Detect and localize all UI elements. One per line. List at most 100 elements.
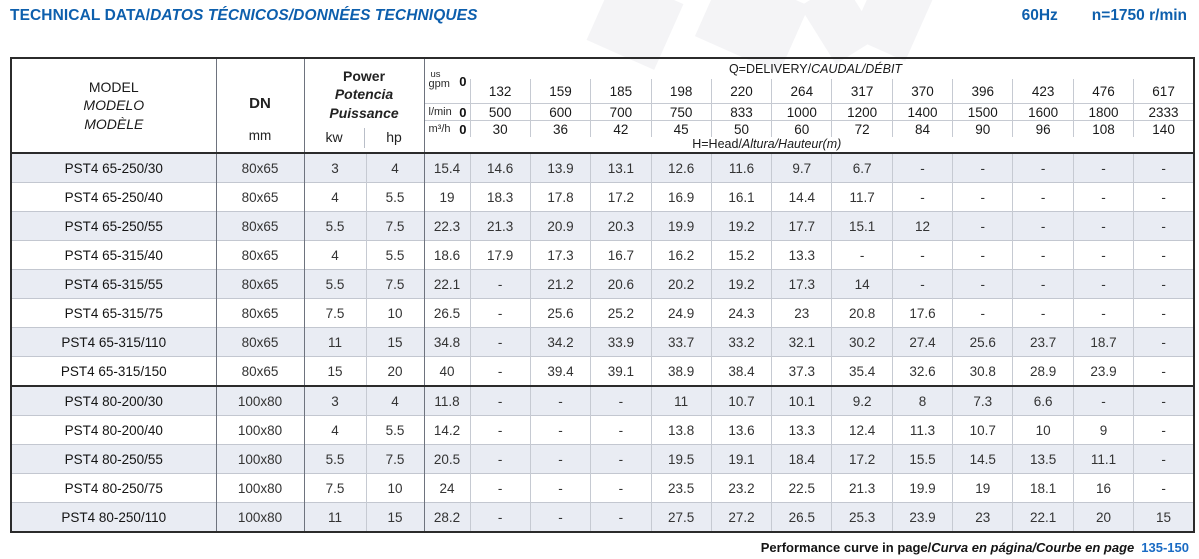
head-value-cell: 27.5 (650, 502, 712, 532)
head-value-cell: 38.9 (650, 356, 712, 386)
head-value-cell: 20.3 (590, 211, 651, 241)
head-value-cell: - (1072, 182, 1134, 212)
head-value-cell: 12.6 (650, 152, 712, 183)
hp-label: hp (386, 128, 402, 145)
dn-cell: 100x80 (215, 473, 304, 503)
head-value-cell: - (1072, 152, 1134, 183)
head-value-cell: - (469, 415, 531, 445)
delivery-value-cell: 36 (529, 120, 591, 137)
delivery-value-cell: 600 (529, 103, 591, 121)
us-label: us (430, 68, 441, 80)
dn-unit-label: mm (248, 127, 272, 143)
head-value-cell: - (1133, 385, 1194, 416)
head-value-cell: - (469, 473, 531, 503)
delivery-value-cell: 833 (710, 103, 772, 121)
unit-usgpm-cell: us gpm 0 (424, 58, 471, 104)
delivery-value-cell: 317 (831, 79, 893, 104)
delivery-header-cell: Q=DELIVERY/CAUDAL/DÉBIT (470, 58, 1194, 79)
head-value-cell: - (1133, 327, 1194, 357)
head-value-cell: - (1012, 240, 1074, 270)
head-unit-cell: H=Head/Altura/Hauteur(m) (424, 137, 1194, 153)
head-value-cell: - (1072, 211, 1134, 241)
head-value-cell: 27.4 (891, 327, 953, 357)
head-value-cell: 15.4 (423, 152, 471, 183)
head-value-cell: 25.6 (952, 327, 1013, 357)
delivery-value-cell: 617 (1133, 79, 1194, 104)
table-row: PST4 80-200/40 100x80 4 5.5 14.2- - -13.8 13.6 1… (11, 415, 1194, 445)
head-value-cell: - (1072, 240, 1134, 270)
head-value-cell: 16.2 (650, 240, 712, 270)
head-value-cell: 17.7 (771, 211, 832, 241)
delivery-value-cell: 96 (1012, 120, 1074, 137)
power-header-fr: Puissance (329, 104, 399, 121)
head-value-cell: - (1133, 298, 1194, 328)
head-value-cell: 13.1 (590, 152, 651, 183)
dn-cell: 80x65 (215, 182, 304, 212)
kw-hp-divider (363, 127, 365, 148)
head-value-cell: 20 (1072, 502, 1134, 532)
delivery-value-cell: 140 (1133, 120, 1194, 137)
head-value-cell: 26.5 (423, 298, 471, 328)
delivery-header-italic: CAUDAL/DÉBIT (811, 62, 903, 76)
head-value-cell: 12 (891, 211, 953, 241)
delivery-value-cell: 90 (952, 120, 1013, 137)
model-cell: PST4 80-200/30 (11, 385, 216, 416)
model-header-es: MODELO (83, 97, 145, 114)
delivery-value-cell: 264 (771, 79, 832, 104)
head-value-cell: 19.2 (710, 269, 772, 299)
model-cell: PST4 80-250/110 (11, 502, 216, 532)
head-value-cell: - (1072, 298, 1134, 328)
head-value-cell: - (1072, 385, 1134, 416)
head-value-cell: 18.4 (771, 444, 832, 474)
delivery-value-cell: 108 (1072, 120, 1134, 137)
delivery-value-cell: 45 (650, 120, 712, 137)
head-value-cell: 38.4 (710, 356, 772, 386)
dn-cell: 100x80 (215, 385, 304, 416)
head-value-cell: 10.7 (710, 385, 772, 416)
table-row: PST4 65-315/55 80x65 5.5 7.5 22.1-21.2 20.6 20… (11, 269, 1194, 299)
head-value-cell: 21.3 (469, 211, 531, 241)
head-value-cell: 17.2 (590, 182, 651, 212)
model-cell: PST4 65-315/75 (11, 298, 216, 328)
hp-cell: 7.5 (365, 444, 425, 474)
head-value-cell: 13.3 (771, 415, 832, 445)
head-value-cell: - (529, 502, 591, 532)
head-value-cell: 14.5 (952, 444, 1013, 474)
model-cell: PST4 65-315/55 (11, 269, 216, 299)
head-value-cell: 11 (650, 385, 712, 416)
head-value-cell: 13.5 (1012, 444, 1074, 474)
head-value-cell: - (1133, 152, 1194, 183)
model-cell: PST4 65-250/40 (11, 182, 216, 212)
delivery-value-cell: 198 (650, 79, 712, 104)
kw-cell: 5.5 (303, 444, 366, 474)
delivery-value-cell: 1000 (771, 103, 832, 121)
head-value-cell: 15.1 (831, 211, 893, 241)
head-value-cell: - (1072, 269, 1134, 299)
head-value-cell: - (952, 269, 1013, 299)
head-value-cell: - (529, 473, 591, 503)
m3h-zero-value: 0 (459, 121, 467, 137)
hp-cell: 4 (365, 152, 425, 183)
head-value-cell: - (590, 385, 651, 416)
dn-label: DN (249, 94, 271, 112)
head-value-cell: - (891, 152, 953, 183)
head-value-cell: 19.1 (710, 444, 772, 474)
delivery-value-cell: 159 (529, 79, 591, 104)
head-value-cell: - (469, 298, 531, 328)
head-value-cell: 11.1 (1072, 444, 1134, 474)
footer-plain: Performance curve in page/ (760, 540, 932, 555)
delivery-value-cell: 50 (710, 120, 772, 137)
head-value-cell: 23.2 (710, 473, 772, 503)
head-value-cell: 22.3 (423, 211, 471, 241)
lmin-values-row: l/min 0 500 600 700 750 833 1000 1200 1400 1500 16… (11, 103, 1194, 121)
delivery-value-cell: 370 (891, 79, 953, 104)
delivery-value-cell: 84 (891, 120, 953, 137)
hp-cell: 15 (365, 502, 425, 532)
head-value-cell: 11.7 (831, 182, 893, 212)
head-value-cell: 8 (891, 385, 953, 416)
head-value-cell: 22.5 (771, 473, 832, 503)
head-value-cell: 6.7 (831, 152, 893, 183)
kw-label: kw (325, 128, 343, 145)
delivery-value-cell: 220 (710, 79, 772, 104)
dn-cell: 100x80 (215, 502, 304, 532)
